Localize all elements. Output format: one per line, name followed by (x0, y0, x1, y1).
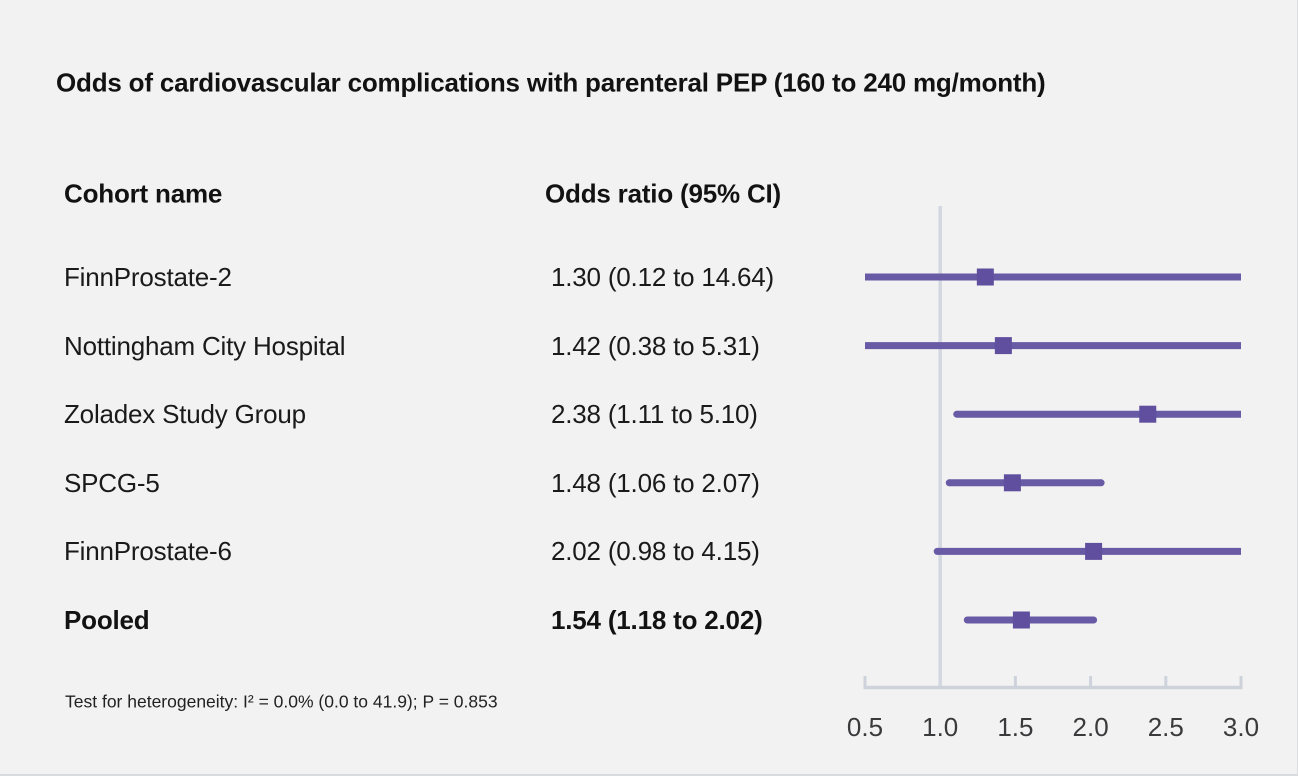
column-header-odds-ratio: Odds ratio (95% CI) (545, 178, 782, 209)
chart-title: Odds of cardiovascular complications wit… (56, 67, 1046, 98)
ci-end-cap (963, 616, 971, 624)
x-axis-tick-label: 3.0 (1223, 712, 1259, 742)
odds-ratio-marker (1139, 405, 1157, 423)
cohort-row: Nottingham City Hospital 1.42 (0.38 to 5.… (0, 326, 860, 366)
x-axis-tick-label: 1.0 (922, 712, 958, 742)
odds-ratio-value: 1.54 (1.18 to 2.02) (551, 605, 763, 635)
ci-end-cap (933, 547, 941, 555)
odds-ratio-marker (994, 337, 1012, 355)
ci-end-cap (1097, 479, 1105, 487)
cohort-row: FinnProstate-2 1.30 (0.12 to 14.64) (0, 257, 860, 297)
heterogeneity-footnote: Test for heterogeneity: I² = 0.0% (0.0 t… (65, 691, 498, 712)
odds-ratio-value: 2.38 (1.11 to 5.10) (551, 399, 758, 430)
cohort-name: Nottingham City Hospital (64, 330, 346, 361)
cohort-name: Zoladex Study Group (64, 399, 306, 430)
column-header-cohort: Cohort name (64, 178, 223, 209)
odds-ratio-value: 1.42 (0.38 to 5.31) (551, 330, 760, 361)
cohort-row: Pooled 1.54 (1.18 to 2.02) (0, 600, 860, 640)
odds-ratio-marker (1085, 542, 1103, 560)
cohort-row: Zoladex Study Group 2.38 (1.11 to 5.10) (0, 394, 860, 434)
ci-end-cap (1090, 616, 1098, 624)
cohort-name: FinnProstate-2 (64, 262, 232, 292)
x-axis-tick-label: 0.5 (847, 712, 883, 742)
cohort-row: FinnProstate-6 2.02 (0.98 to 4.15) (0, 531, 860, 571)
x-axis-tick-label: 2.0 (1073, 712, 1109, 742)
odds-ratio-value: 2.02 (0.98 to 4.15) (551, 536, 760, 567)
ci-end-cap (945, 479, 953, 487)
ci-end-cap (953, 410, 961, 418)
cohort-name: FinnProstate-6 (64, 536, 232, 567)
odds-ratio-marker (976, 268, 994, 286)
odds-ratio-value: 1.48 (1.06 to 2.07) (551, 467, 760, 498)
cohort-name: Pooled (64, 605, 150, 635)
cohort-name: SPCG-5 (64, 467, 160, 498)
odds-ratio-value: 1.30 (0.12 to 14.64) (551, 262, 774, 292)
x-axis-tick-label: 1.5 (997, 712, 1033, 742)
odds-ratio-marker (1003, 474, 1021, 492)
odds-ratio-marker (1012, 611, 1030, 629)
cohort-row: SPCG-5 1.48 (1.06 to 2.07) (0, 463, 860, 503)
x-axis-tick-label: 2.5 (1148, 712, 1184, 742)
